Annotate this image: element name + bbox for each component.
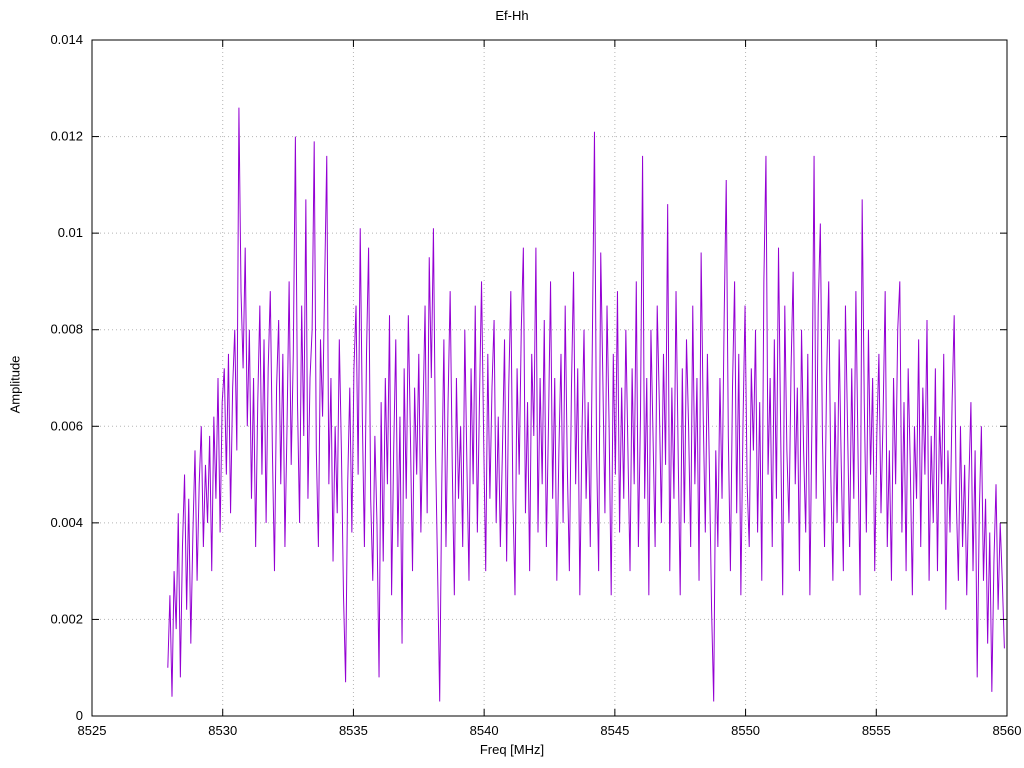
x-tick-label: 8540 [470,723,499,738]
chart-title: Ef-Hh [495,8,529,23]
y-tick-label: 0.008 [50,322,83,337]
y-tick-label: 0.004 [50,515,83,530]
x-tick-label: 8560 [993,723,1022,738]
x-tick-label: 8530 [208,723,237,738]
plot-border [91,39,1008,717]
x-tick-label: 8545 [600,723,629,738]
x-tick-label: 8555 [862,723,891,738]
y-tick-label: 0.012 [50,129,83,144]
x-tick-label: 8550 [731,723,760,738]
x-axis-label: Freq [MHz] [479,742,545,757]
y-tick-label: 0.006 [50,418,83,433]
x-tick-label: 8525 [78,723,107,738]
x-tick-label: 8535 [339,723,368,738]
y-tick-label: 0.01 [58,225,83,240]
y-tick-label: 0.014 [50,32,83,47]
series-line [167,107,1005,702]
y-tick-label: 0 [76,708,83,723]
y-tick-label: 0.002 [50,611,83,626]
